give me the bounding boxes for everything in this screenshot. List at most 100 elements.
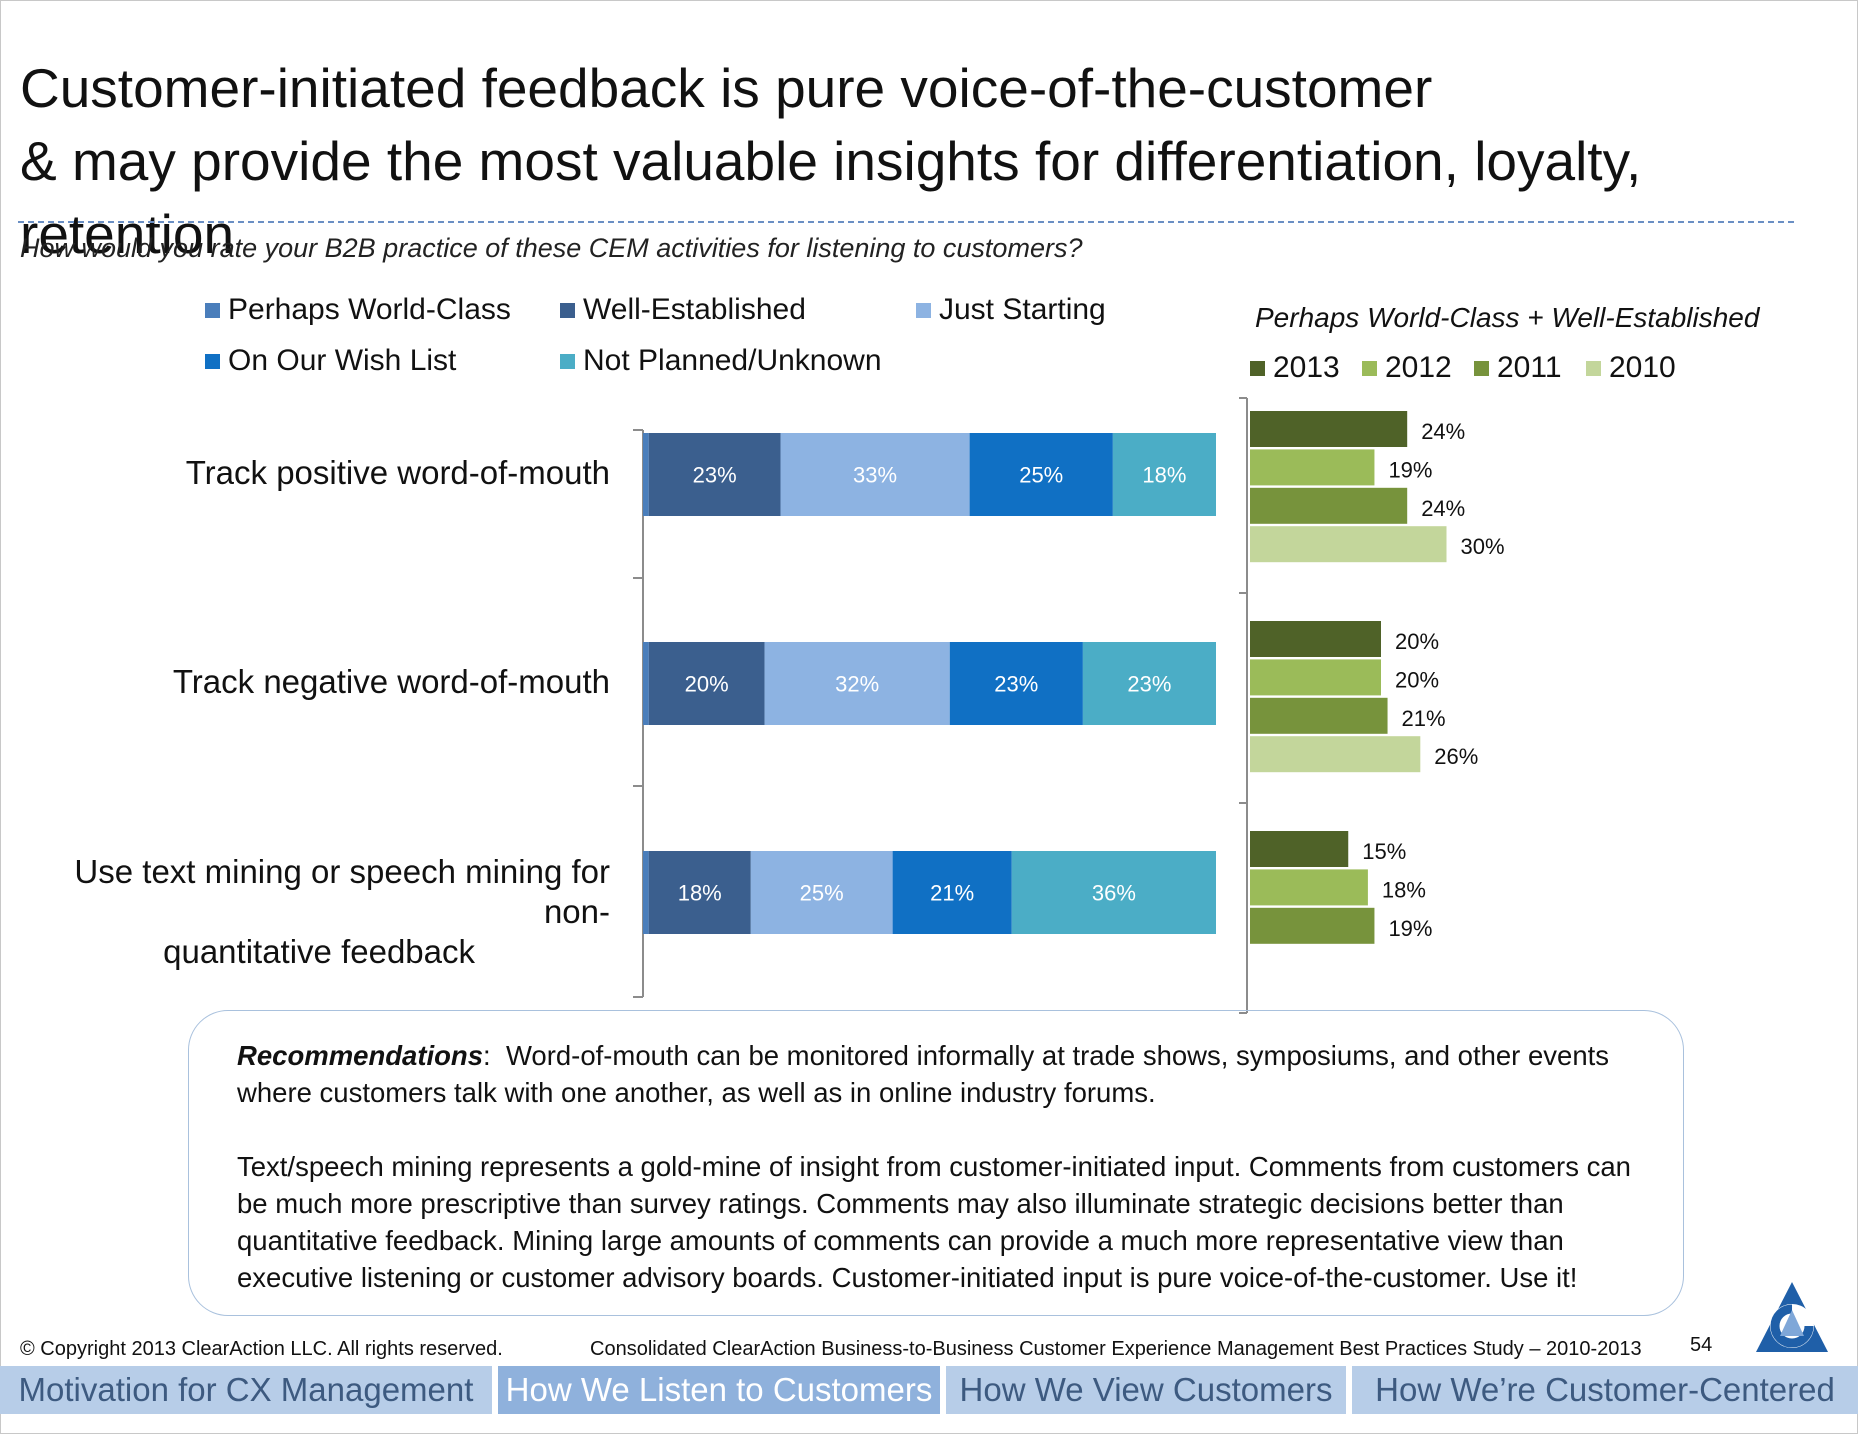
stacked-bar-data-label: 36% bbox=[1092, 881, 1136, 906]
legend-2010: 2010 bbox=[1586, 350, 1676, 386]
trend-bar bbox=[1250, 831, 1349, 867]
legend-swatch bbox=[1586, 361, 1601, 376]
legend-swatch bbox=[205, 354, 220, 369]
stacked-bar-segment bbox=[780, 433, 970, 516]
legend-label: 2011 bbox=[1497, 351, 1562, 384]
trend-bar-data-label: 15% bbox=[1362, 839, 1406, 864]
legend-label: Well-Established bbox=[583, 293, 806, 326]
trend-bar-data-label: 20% bbox=[1395, 667, 1439, 692]
trend-bar bbox=[1250, 697, 1388, 734]
stacked-bar-segment bbox=[969, 433, 1113, 516]
trend-bar-data-label: 24% bbox=[1421, 496, 1465, 521]
legend-swatch bbox=[1250, 361, 1265, 376]
trend-bar bbox=[1250, 449, 1375, 486]
trend-bar bbox=[1250, 659, 1381, 696]
trend-bar bbox=[1250, 487, 1408, 524]
legend-label: On Our Wish List bbox=[228, 344, 457, 377]
trend-bar bbox=[1250, 526, 1447, 563]
legend-label: 2010 bbox=[1609, 351, 1676, 384]
legend-just-starting: Just Starting bbox=[916, 292, 1106, 328]
category-label-positive-wom: Track positive word-of-mouth bbox=[185, 454, 610, 491]
trend-bar bbox=[1250, 907, 1375, 944]
stacked-bar-segment bbox=[750, 851, 893, 934]
trend-bar-data-label: 21% bbox=[1402, 706, 1446, 731]
category-label-line: quantitative feedback bbox=[163, 933, 475, 970]
stacked-bar-data-label: 23% bbox=[1127, 672, 1171, 697]
slide-title: Customer-initiated feedback is pure voic… bbox=[20, 52, 1858, 271]
trend-bar bbox=[1250, 621, 1381, 657]
trend-bar bbox=[1250, 411, 1408, 447]
trend-bar-data-label: 30% bbox=[1461, 534, 1505, 559]
stacked-bar-segment bbox=[643, 433, 649, 516]
trend-bar-data-label: 19% bbox=[1388, 457, 1432, 482]
clearaction-logo-icon bbox=[1756, 1282, 1828, 1352]
nav-tab-listen[interactable]: How We Listen to Customers bbox=[498, 1366, 940, 1414]
trend-bar-data-label: 19% bbox=[1388, 916, 1432, 941]
legend-label: Perhaps World-Class bbox=[228, 293, 511, 326]
trend-bar-data-label: 20% bbox=[1395, 629, 1439, 654]
legend-2013: 2013 bbox=[1250, 350, 1340, 386]
recommendations-text-1: Word-of-mouth can be monitored informall… bbox=[237, 1040, 1610, 1108]
category-label-line: Use text mining or speech mining for non… bbox=[74, 853, 610, 930]
stacked-bar-segment bbox=[1082, 642, 1216, 725]
trend-bar bbox=[1250, 869, 1368, 906]
recommendations-para-2: Text/speech mining represents a gold-min… bbox=[237, 1151, 1631, 1293]
legend-swatch bbox=[1474, 361, 1489, 376]
legend-perhaps-world-class: Perhaps World-Class bbox=[205, 292, 511, 328]
stacked-bar-segment bbox=[1011, 851, 1216, 934]
recommendations-heading: Recommendations bbox=[237, 1040, 484, 1071]
stacked-bar-data-label: 18% bbox=[678, 881, 722, 906]
legend-swatch bbox=[205, 303, 220, 318]
stacked-bar-segment bbox=[764, 642, 950, 725]
title-line-2: & may provide the most valuable insights… bbox=[20, 130, 1642, 265]
legend-label: 2012 bbox=[1385, 351, 1452, 384]
stacked-bar-data-label: 25% bbox=[1019, 463, 1063, 488]
legend-2011: 2011 bbox=[1474, 350, 1562, 386]
trend-chart-title: Perhaps World-Class + Well-Established bbox=[1255, 302, 1760, 333]
stacked-bar-segment bbox=[648, 642, 765, 725]
nav-tab-view[interactable]: How We View Customers bbox=[946, 1366, 1346, 1414]
stacked-bar-data-label: 32% bbox=[835, 672, 879, 697]
legend-on-our-wish-list: On Our Wish List bbox=[205, 343, 456, 379]
trend-bar-data-label: 24% bbox=[1421, 419, 1465, 444]
legend-label: Just Starting bbox=[939, 293, 1106, 326]
study-name: Consolidated ClearAction Business-to-Bus… bbox=[590, 1338, 1642, 1360]
stacked-bar-data-label: 23% bbox=[693, 463, 737, 488]
stacked-bar-segment bbox=[949, 642, 1083, 725]
legend-swatch bbox=[560, 354, 575, 369]
recommendations-box: Recommendations: Word-of-mouth can be mo… bbox=[188, 1010, 1684, 1316]
stacked-bar-data-label: 21% bbox=[930, 881, 974, 906]
stacked-bar-data-label: 23% bbox=[994, 672, 1038, 697]
legend-label: 2013 bbox=[1273, 351, 1340, 384]
trend-bar-data-label: 18% bbox=[1382, 877, 1426, 902]
stacked-bar-data-label: 20% bbox=[685, 672, 729, 697]
stacked-bar-segment bbox=[648, 433, 781, 516]
trend-bar-data-label: 26% bbox=[1434, 744, 1478, 769]
page-number: 54 bbox=[1690, 1334, 1713, 1356]
legend-well-established: Well-Established bbox=[560, 292, 806, 328]
recommendations-para-1: Recommendations: Word-of-mouth can be mo… bbox=[237, 1040, 1610, 1108]
stacked-bar-segment bbox=[892, 851, 1012, 934]
category-label-negative-wom: Track negative word-of-mouth bbox=[172, 663, 610, 700]
legend-label: Not Planned/Unknown bbox=[583, 344, 882, 377]
legend-swatch bbox=[1362, 361, 1377, 376]
copyright-notice: © Copyright 2013 ClearAction LLC. All ri… bbox=[20, 1338, 503, 1360]
stacked-bar-data-label: 18% bbox=[1142, 463, 1186, 488]
survey-question: How would you rate your B2B practice of … bbox=[20, 233, 1083, 263]
stacked-bar-data-label: 33% bbox=[853, 463, 897, 488]
stacked-bar-segment bbox=[648, 851, 751, 934]
trend-bar bbox=[1250, 736, 1421, 773]
nav-tab-motivation[interactable]: Motivation for CX Management bbox=[0, 1366, 492, 1414]
stacked-bar-data-label: 25% bbox=[800, 881, 844, 906]
nav-tab-centered[interactable]: How We’re Customer-Centered bbox=[1352, 1366, 1858, 1414]
stacked-bar-segment bbox=[643, 642, 649, 725]
stacked-bar-segment bbox=[1112, 433, 1216, 516]
legend-swatch bbox=[916, 303, 931, 318]
title-line-1: Customer-initiated feedback is pure voic… bbox=[20, 57, 1433, 119]
stacked-bar-segment bbox=[643, 851, 649, 934]
legend-2012: 2012 bbox=[1362, 350, 1452, 386]
legend-swatch bbox=[560, 303, 575, 318]
category-label-text-mining: Use text mining or speech mining for non… bbox=[0, 852, 610, 972]
legend-not-planned-unknown: Not Planned/Unknown bbox=[560, 343, 882, 379]
